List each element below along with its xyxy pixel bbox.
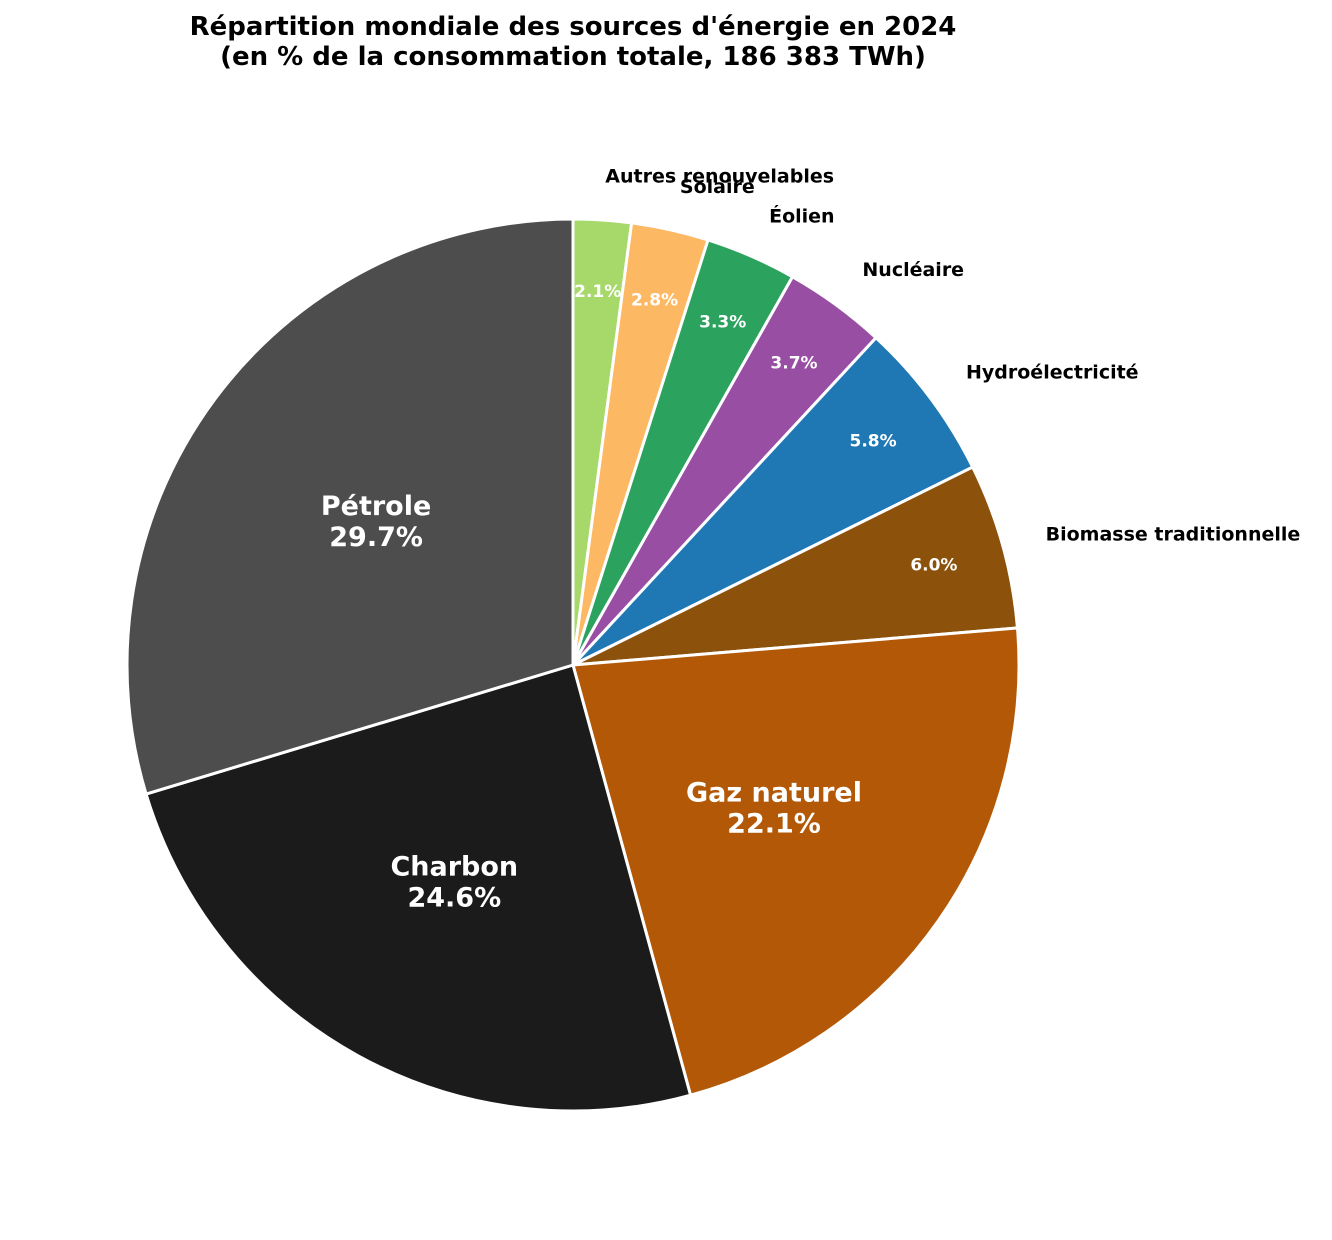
slice-percent-petrole: 29.7% (329, 522, 423, 553)
slice-percent-charbon: 24.6% (407, 883, 501, 914)
slice-percent-gaz-naturel: 22.1% (727, 809, 821, 840)
slice-percent-biomasse-traditionnelle: 6.0% (910, 556, 957, 576)
slice-percent-eolien: 3.3% (699, 313, 746, 333)
slice-label-solaire: Solaire (680, 176, 755, 198)
chart-subtitle: (en % de la consommation totale, 186 383… (220, 42, 926, 72)
pie-slice-gaz-naturel (571, 626, 1021, 1097)
pie-slice-biomasse-traditionnelle (571, 465, 1019, 667)
slice-percent-nucleaire: 3.7% (770, 354, 817, 374)
chart-title: Répartition mondiale des sources d'énerg… (0, 12, 1146, 72)
inside-label-charbon: Charbon 24.6% (390, 852, 518, 914)
pie-slice-hydroelectricite (571, 336, 975, 667)
slice-percent-hydroelectricite: 5.8% (850, 432, 897, 452)
slice-name-gaz-naturel: Gaz naturel (686, 778, 862, 809)
slice-percent-autres-renouvelables: 2.1% (574, 282, 621, 302)
chart-title-line1: Répartition mondiale des sources d'énerg… (189, 12, 957, 42)
inside-label-gaz-naturel: Gaz naturel 22.1% (686, 778, 862, 840)
slice-percent-solaire: 2.8% (631, 290, 678, 310)
slice-name-petrole: Pétrole (321, 491, 431, 522)
pie-slice-charbon (144, 663, 693, 1113)
slice-label-biomasse-traditionnelle: Biomasse traditionnelle (1046, 523, 1301, 545)
slice-label-hydroelectricite: Hydroélectricité (966, 361, 1139, 383)
slice-label-nucleaire: Nucléaire (862, 259, 964, 281)
slice-label-autres-renouvelables: Autres renouvelables (605, 166, 834, 188)
slice-name-charbon: Charbon (390, 852, 518, 883)
slice-label-eolien: Éolien (769, 204, 834, 227)
inside-label-petrole: Pétrole 29.7% (321, 491, 431, 553)
pie-slice-petrole (125, 217, 575, 796)
